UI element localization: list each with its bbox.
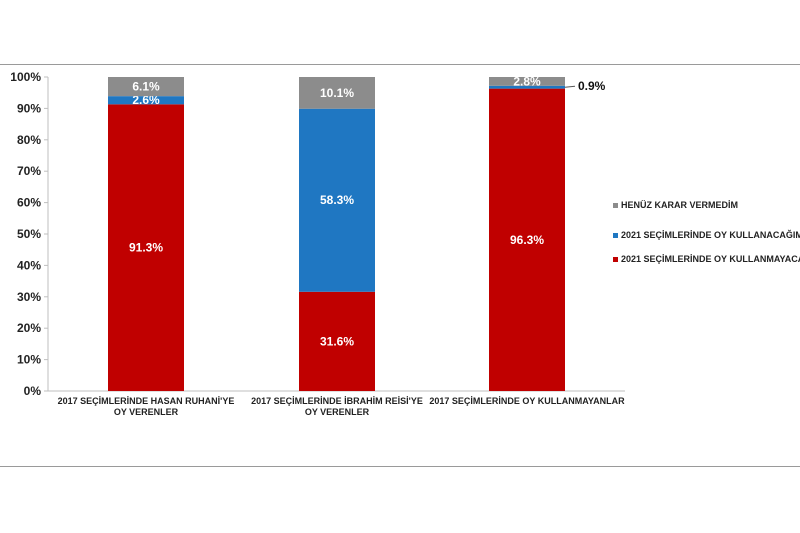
- y-tick-label: 0%: [24, 384, 42, 398]
- y-tick-label: 20%: [17, 321, 41, 335]
- frame-bottom-line: [0, 466, 800, 467]
- y-tick-label: 60%: [17, 196, 41, 210]
- legend-label: 2021 SEÇİMLERİNDE OY KULLANMAYACAĞIM: [621, 253, 800, 264]
- y-tick-label: 50%: [17, 227, 41, 241]
- label-leader-line: [564, 85, 576, 88]
- frame-top-line: [0, 64, 800, 65]
- y-tick-label: 40%: [17, 258, 41, 272]
- y-tick-label: 100%: [10, 70, 41, 84]
- bar-segment: [299, 291, 375, 391]
- bar-segment: [108, 104, 184, 392]
- category-label: 2017 SEÇİMLERİNDE İBRAHİM REİSİ'YE: [251, 396, 423, 406]
- legend-label: 2021 SEÇİMLERİNDE OY KULLANACAĞIM: [621, 229, 800, 240]
- data-label: 58.3%: [320, 193, 354, 207]
- legend-label: HENÜZ KARAR VERMEDİM: [621, 200, 738, 210]
- bar-segment: [299, 108, 375, 292]
- data-label: 6.1%: [132, 80, 160, 94]
- bar-segment: [299, 77, 375, 109]
- bar-segment: [489, 88, 565, 392]
- bar-segment: [108, 96, 184, 105]
- legend-swatch: [613, 257, 618, 262]
- bar-segment: [489, 85, 565, 89]
- bar-segment: [489, 77, 565, 86]
- data-label: 2.6%: [132, 93, 160, 107]
- y-tick-label: 80%: [17, 133, 41, 147]
- y-tick-label: 70%: [17, 164, 41, 178]
- data-label: 0.9%: [578, 79, 606, 93]
- data-label: 96.3%: [510, 233, 544, 247]
- category-label: OY VERENLER: [114, 407, 179, 417]
- legend-swatch: [613, 233, 618, 238]
- data-label: 91.3%: [129, 241, 163, 255]
- y-tick-label: 30%: [17, 290, 41, 304]
- y-tick-label: 90%: [17, 101, 41, 115]
- data-label: 2.8%: [513, 74, 541, 88]
- legend-swatch: [613, 203, 618, 208]
- y-tick-label: 10%: [17, 353, 41, 367]
- category-label: OY VERENLER: [305, 407, 370, 417]
- bar-segment: [108, 77, 184, 97]
- data-label: 31.6%: [320, 334, 354, 348]
- category-label: 2017 SEÇİMLERİNDE OY KULLANMAYANLAR: [429, 396, 625, 406]
- category-label: 2017 SEÇİMLERİNDE HASAN RUHANİ'YE: [58, 396, 235, 406]
- data-label: 10.1%: [320, 86, 354, 100]
